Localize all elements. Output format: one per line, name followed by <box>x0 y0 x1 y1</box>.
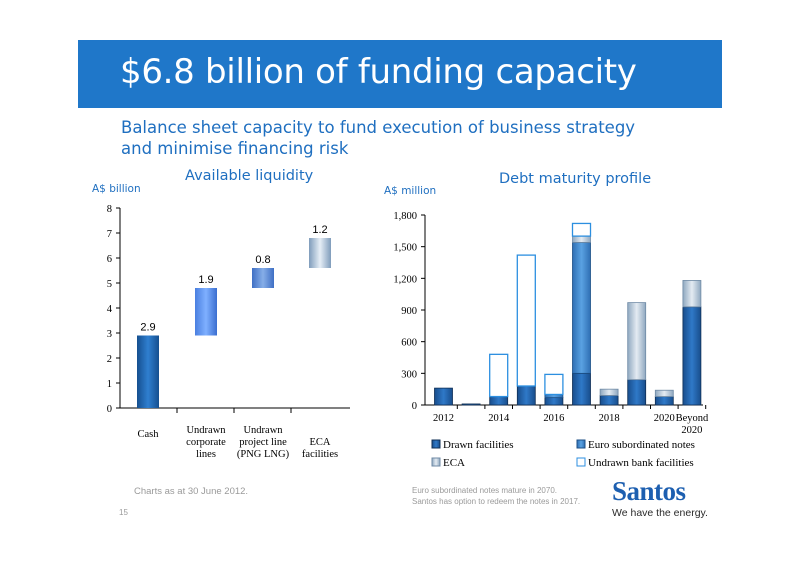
liquidity-category-label: ECA facilities <box>302 437 338 460</box>
liquidity-category-label: Undrawn corporate lines <box>186 425 226 460</box>
maturity-x-tick-label: 2012 <box>433 413 454 424</box>
subtitle-line-1: Balance sheet capacity to fund execution… <box>121 118 636 137</box>
liquidity-y-unit: A$ billion <box>92 183 141 195</box>
liquidity-bar <box>195 288 217 336</box>
maturity-y-tick-label: 900 <box>401 306 417 317</box>
maturity-bar-segment <box>682 306 702 406</box>
liquidity-y-tick-label: 6 <box>107 254 112 265</box>
maturity-y-tick-label: 1,500 <box>393 243 417 254</box>
maturity-bar-segment <box>654 396 674 406</box>
liquidity-category-line: Undrawn <box>243 425 283 436</box>
maturity-bar-segment <box>434 387 453 406</box>
maturity-bar-segment <box>544 397 564 406</box>
maturity-x-tick-label: 2020 <box>654 413 675 424</box>
liquidity-category-label: Undrawn project line (PNG LNG) <box>237 425 290 460</box>
maturity-chart-title: Debt maturity profile <box>499 171 652 187</box>
liquidity-y-tick-label: 2 <box>107 354 112 365</box>
liquidity-y-tick-label: 7 <box>107 229 112 240</box>
maturity-bar-segment <box>516 254 536 387</box>
maturity-legend-label: Undrawn bank facilities <box>588 457 694 469</box>
subtitle-line-2: and minimise financing risk <box>121 139 349 158</box>
liquidity-chart-title: Available liquidity <box>185 168 314 184</box>
liquidity-category-line: (PNG LNG) <box>237 449 290 460</box>
maturity-bar-segment <box>599 395 619 406</box>
maturity-legend-label: ECA <box>443 457 465 469</box>
maturity-bar-segment <box>599 388 619 396</box>
maturity-y-tick-label: 300 <box>401 369 417 380</box>
liquidity-category-label: Cash <box>138 429 160 440</box>
maturity-y-tick-label: 1,200 <box>393 274 417 285</box>
logo-wordmark: Santos <box>612 476 686 506</box>
maturity-legend-swatch <box>576 439 586 449</box>
liquidity-category-line: ECA <box>310 437 331 448</box>
footnote-charts-date: Charts as at 30 June 2012. <box>134 486 249 497</box>
liquidity-y-tick-label: 5 <box>107 279 112 290</box>
footnote-euro-line-1: Euro subordinated notes mature in 2070. <box>412 486 557 495</box>
maturity-bar-segment <box>654 389 674 397</box>
footnote-euro-notes: Euro subordinated notes mature in 2070. … <box>412 485 580 507</box>
maturity-x-tick-label: 2014 <box>488 413 510 424</box>
footnote-euro-line-2: Santos has option to redeem the notes in… <box>412 497 581 506</box>
maturity-legend-swatch <box>431 439 441 449</box>
liquidity-category-line: project line <box>239 437 287 448</box>
maturity-bar-segment <box>544 394 564 399</box>
liquidity-category-line: lines <box>196 449 216 460</box>
maturity-y-tick-label: 0 <box>412 401 417 412</box>
maturity-bar-segment <box>544 373 564 396</box>
liquidity-y-tick-label: 0 <box>107 404 112 415</box>
slide-title: $6.8 billion of funding capacity <box>120 52 637 92</box>
maturity-bar-segment <box>571 222 592 237</box>
maturity-bar-segment <box>627 379 647 406</box>
maturity-legend-label: Euro subordinated notes <box>588 439 695 451</box>
title-band: $6.8 billion of funding capacity <box>78 40 722 108</box>
maturity-bar-segment <box>572 372 591 406</box>
liquidity-value-label: 1.9 <box>198 274 213 286</box>
maturity-y-tick-label: 600 <box>401 338 417 349</box>
page-number: 15 <box>119 508 128 517</box>
maturity-bar-segment <box>516 385 536 406</box>
maturity-bar-segment <box>489 353 509 398</box>
maturity-x-tick-label: Beyond <box>676 413 709 424</box>
liquidity-y-tick-label: 1 <box>107 379 112 390</box>
maturity-bar-segment <box>627 302 647 381</box>
liquidity-bar <box>309 238 331 268</box>
liquidity-y-tick-label: 4 <box>107 304 113 315</box>
liquidity-value-label: 1.2 <box>312 224 327 236</box>
liquidity-value-label: 0.8 <box>255 254 270 266</box>
maturity-legend-label: Drawn facilities <box>443 439 514 451</box>
maturity-bar-segment <box>572 242 591 374</box>
logo-tagline: We have the energy. <box>612 507 708 519</box>
liquidity-bar <box>137 335 159 408</box>
maturity-bar-segment <box>572 235 591 243</box>
liquidity-category-line: Undrawn <box>186 425 226 436</box>
maturity-x-tick-label: 2018 <box>599 413 620 424</box>
liquidity-y-tick-label: 8 <box>107 204 112 215</box>
liquidity-value-label: 2.9 <box>140 322 155 334</box>
liquidity-category-line: Cash <box>138 429 160 440</box>
maturity-bar-segment <box>461 403 481 406</box>
maturity-bar-segment <box>489 396 509 406</box>
liquidity-category-line: corporate <box>186 437 226 448</box>
santos-logo: Santos We have the energy. <box>612 476 722 520</box>
slide-subtitle: Balance sheet capacity to fund execution… <box>121 117 635 159</box>
maturity-x-tick-label: 2016 <box>543 413 564 424</box>
maturity-legend-swatch <box>576 457 586 467</box>
maturity-bar-segment <box>682 280 702 308</box>
maturity-y-tick-label: 1,800 <box>393 211 417 222</box>
liquidity-y-tick-label: 3 <box>107 329 112 340</box>
maturity-y-unit: A$ million <box>384 185 437 197</box>
liquidity-bar <box>252 268 274 288</box>
maturity-x-tick-label-line2: 2020 <box>681 425 702 436</box>
maturity-legend-swatch <box>431 457 441 467</box>
liquidity-category-line: facilities <box>302 449 338 460</box>
